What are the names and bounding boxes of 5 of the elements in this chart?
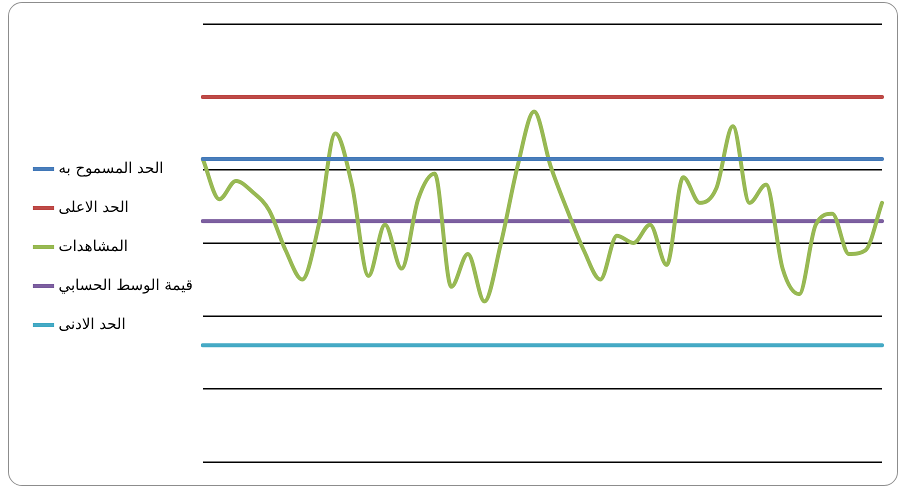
legend-label: الحد الادنى	[58, 314, 126, 333]
legend-label: الحد الاعلى	[58, 198, 129, 216]
legend-label: المشاهدات	[58, 236, 128, 255]
legend-label: الحد المسموح به	[58, 158, 164, 177]
legend-label: قيمة الوسط الحسابي	[58, 276, 193, 294]
